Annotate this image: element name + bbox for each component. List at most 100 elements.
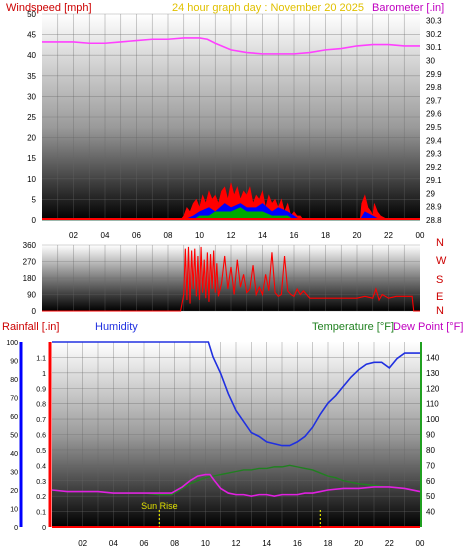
compass-label: E [436,291,443,303]
wind-y-tick-label: 30 [27,92,36,101]
barometer-y-tick-label: 29.1 [426,176,442,185]
barometer-y-tick-label: 29.4 [426,136,442,145]
barometer-y-tick-label: 29.8 [426,83,442,92]
graph-date-title: 24 hour graph day : November 20 2025 [172,2,364,14]
rainfall-y-tick-label: 0.4 [36,463,46,470]
wind-y-tick-label: 45 [27,31,36,40]
wind-x-tick-label: 20 [353,231,362,240]
humidity-y-ticks: 0 10 20 30 40 50 60 70 80 90 100 [6,340,18,532]
temperature-y-tick-label: 110 [426,400,439,409]
rainfall-y-tick-label: 0.3 [36,479,46,486]
wind-gust-area [42,182,420,221]
compass-label: N [436,305,444,317]
wind-x-ticks: 02 04 06 08 10 12 14 16 18 20 22 00 [69,231,425,240]
barometer-y-tick-label: 29.6 [426,110,442,119]
direction-y-tick-label: 180 [23,274,37,283]
wind-title: Windspeed [mph] [6,2,92,14]
direction-line [42,246,420,312]
wind-series [42,37,420,221]
barometer-y-tick-label: 29.5 [426,123,442,132]
direction-y-tick-label: 360 [23,241,37,250]
direction-series [42,246,420,312]
climate-x-tick-label: 00 [416,539,425,548]
climate-x-tick-label: 18 [324,539,333,548]
barometer-y-tick-label: 28.9 [426,203,442,212]
direction-y-tick-label: 0 [32,307,37,316]
barometer-line [42,37,420,55]
wind-x-tick-label: 08 [164,231,173,240]
direction-y-ticks: 0 90 180 270 360 [23,241,37,316]
wind-y-ticks: 0 5 10 15 20 25 30 35 40 45 50 [27,10,36,225]
climate-x-tick-label: 02 [78,539,87,548]
humidity-y-tick-label: 30 [10,470,18,477]
direction-grid [42,244,420,312]
climate-x-tick-label: 16 [293,539,302,548]
barometer-y-tick-label: 29.9 [426,70,442,79]
humidity-y-tick-label: 20 [10,488,18,495]
wind-y-tick-label: 25 [27,113,36,122]
rainfall-y-tick-label: 0.9 [36,386,46,393]
barometer-y-tick-label: 28.8 [426,216,442,225]
wind-x-tick-label: 12 [227,231,236,240]
barometer-y-tick-label: 29 [426,189,435,198]
climate-series [51,341,421,528]
rainfall-y-tick-label: 0 [42,525,46,532]
barometer-y-tick-label: 30 [426,57,435,66]
direction-y-tick-label: 90 [27,291,36,300]
temperature-y-tick-label: 50 [426,492,435,501]
wind-y-tick-label: 0 [32,216,37,225]
temperature-y-tick-label: 130 [426,369,440,378]
rainfall-title: Rainfall [.in] [2,321,59,333]
rainfall-y-ticks: 0 0.1 0.2 0.3 0.4 0.5 0.6 0.7 0.8 0.9 1 1.1 [36,355,46,532]
barometer-y-tick-label: 29.3 [426,150,442,159]
wind-y-tick-label: 5 [32,195,37,204]
barometer-y-tick-label: 30.3 [426,17,442,26]
rainfall-y-tick-label: 0.1 [36,510,46,517]
climate-annotations: Sun Rise [141,501,321,527]
temperature-title: Temperature [°F] [312,321,394,333]
barometer-y-tick-label: 29.7 [426,96,442,105]
wind-x-tick-label: 22 [384,231,393,240]
compass-label: N [436,237,444,249]
humidity-y-tick-label: 50 [10,433,18,440]
wind-y-tick-label: 50 [27,10,36,19]
barometer-y-tick-label: 29.2 [426,163,442,172]
wind-x-tick-label: 10 [195,231,204,240]
wind-y-tick-label: 15 [27,154,36,163]
temperature-y-tick-label: 60 [426,477,435,486]
temperature-y-ticks: 40 50 60 70 80 90 100 110 120 130 140 [426,353,440,516]
climate-x-tick-label: 14 [262,539,271,548]
climate-grid [52,342,420,528]
wind-grid [42,13,420,221]
humidity-y-tick-label: 70 [10,396,18,403]
temperature-y-tick-label: 70 [426,461,435,470]
wind-y-tick-label: 35 [27,72,36,81]
rainfall-y-tick-label: 0.7 [36,417,46,424]
rainfall-y-tick-label: 1 [42,371,46,378]
direction-y-tick-label: 270 [23,258,37,267]
climate-x-tick-label: 22 [385,539,394,548]
barometer-y-tick-label: 30.2 [426,30,442,39]
wind-y-tick-label: 20 [27,134,36,143]
rainfall-y-tick-label: 0.6 [36,433,46,440]
wind-y-tick-label: 40 [27,51,36,60]
rainfall-y-tick-label: 0.5 [36,448,46,455]
humidity-line [52,341,420,447]
climate-x-tick-label: 06 [140,539,149,548]
humidity-y-tick-label: 10 [10,507,18,514]
climate-x-tick-label: 12 [232,539,241,548]
compass-label: S [436,274,443,286]
compass-label: W [436,255,447,267]
wind-x-tick-label: 06 [132,231,141,240]
climate-x-tick-label: 10 [201,539,210,548]
rainfall-y-tick-label: 0.2 [36,494,46,501]
humidity-title: Humidity [95,321,138,333]
temperature-y-tick-label: 120 [426,384,440,393]
temperature-y-tick-label: 40 [426,508,435,517]
humidity-y-tick-label: 0 [14,525,18,532]
wind-x-tick-label: 16 [290,231,299,240]
temperature-y-tick-label: 100 [426,415,440,424]
wind-y-tick-label: 10 [27,175,36,184]
